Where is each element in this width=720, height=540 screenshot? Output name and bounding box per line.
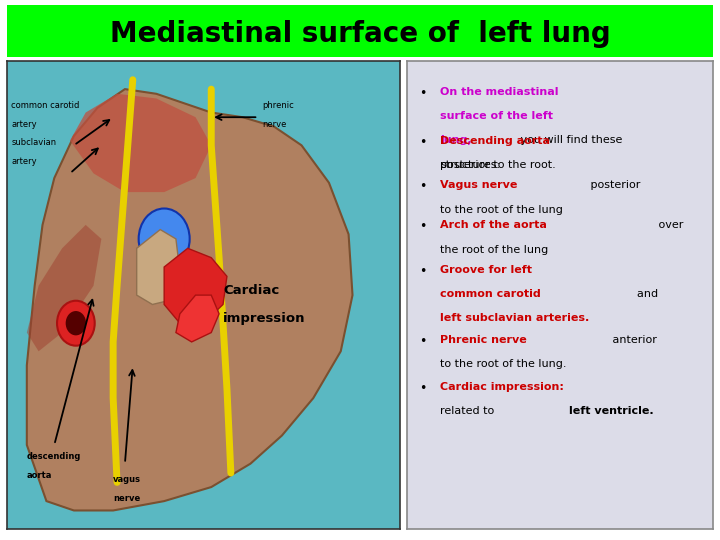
Text: left subclavian arteries.: left subclavian arteries.	[441, 313, 590, 323]
Circle shape	[66, 311, 86, 335]
Text: over: over	[654, 220, 683, 230]
Text: anterior: anterior	[609, 335, 657, 345]
Text: Phrenic nerve: Phrenic nerve	[441, 335, 527, 345]
Polygon shape	[164, 248, 227, 323]
Polygon shape	[137, 230, 180, 305]
Text: Mediastinal surface of  left lung: Mediastinal surface of left lung	[109, 19, 611, 48]
Text: aorta: aorta	[27, 471, 52, 480]
Text: •: •	[419, 220, 426, 233]
Polygon shape	[27, 225, 102, 352]
Text: and: and	[630, 289, 658, 299]
Text: Descending aorta: Descending aorta	[441, 136, 551, 146]
Polygon shape	[70, 94, 211, 192]
Circle shape	[57, 301, 95, 346]
Text: to the root of the lung: to the root of the lung	[441, 205, 563, 215]
Text: posterior to the root.: posterior to the root.	[441, 160, 557, 170]
Text: you will find these: you will find these	[517, 136, 622, 145]
Text: phrenic: phrenic	[262, 101, 294, 110]
Text: posterior: posterior	[588, 180, 641, 191]
Circle shape	[139, 208, 189, 269]
Text: structures:: structures:	[441, 160, 500, 170]
Text: artery: artery	[11, 157, 37, 166]
Text: subclavian: subclavian	[11, 138, 56, 147]
Text: •: •	[419, 136, 426, 149]
Text: common carotid: common carotid	[441, 289, 541, 299]
Text: Vagus nerve: Vagus nerve	[441, 180, 518, 191]
Text: surface of the left: surface of the left	[441, 111, 554, 121]
Text: Groove for left: Groove for left	[441, 265, 533, 275]
Polygon shape	[27, 89, 353, 510]
Text: •: •	[419, 265, 426, 278]
Text: Arch of the aorta: Arch of the aorta	[441, 220, 547, 230]
Text: •: •	[419, 87, 426, 100]
Text: common carotid: common carotid	[11, 101, 79, 110]
Text: impression: impression	[223, 312, 305, 325]
Text: Cardiac impression:: Cardiac impression:	[441, 382, 564, 392]
Text: related to: related to	[441, 406, 498, 416]
Text: On the mediastinal: On the mediastinal	[441, 87, 559, 97]
Text: vagus: vagus	[113, 475, 141, 484]
Text: the root of the lung: the root of the lung	[441, 245, 549, 254]
Text: lung,: lung,	[441, 136, 472, 145]
Text: nerve: nerve	[262, 119, 287, 129]
Text: left ventricle.: left ventricle.	[569, 406, 654, 416]
Text: •: •	[419, 180, 426, 193]
Text: nerve: nerve	[113, 494, 140, 503]
Text: to the root of the lung.: to the root of the lung.	[441, 359, 567, 369]
Text: Cardiac: Cardiac	[223, 284, 279, 297]
Text: descending: descending	[27, 452, 81, 461]
Text: •: •	[419, 382, 426, 395]
Text: •: •	[419, 335, 426, 348]
Polygon shape	[176, 295, 219, 342]
Text: artery: artery	[11, 119, 37, 129]
